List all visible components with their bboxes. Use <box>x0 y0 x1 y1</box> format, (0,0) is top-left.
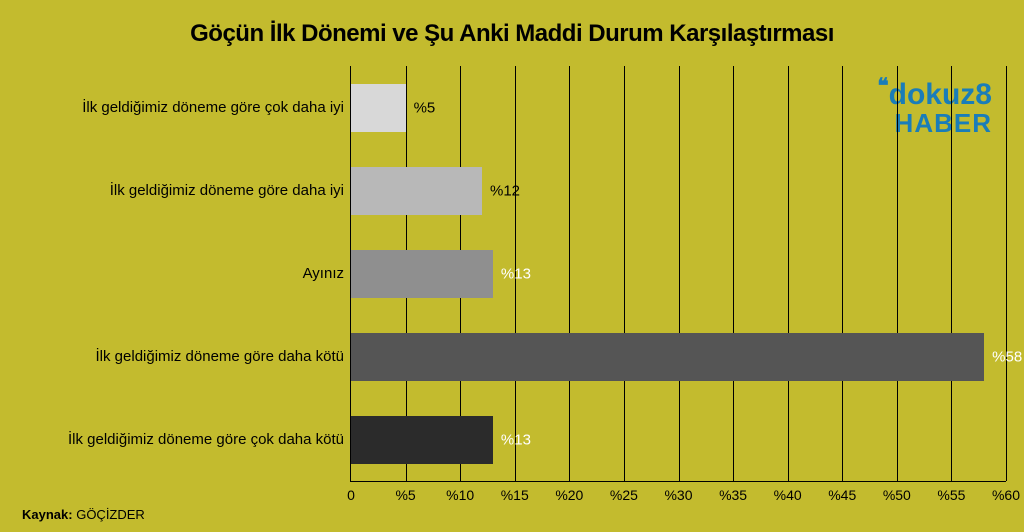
plot-area: İlk geldiğimiz döneme göre çok daha iyi İ… <box>0 66 1006 482</box>
x-origin-label: 0 <box>347 481 355 503</box>
chart-title: Göçün İlk Dönemi ve Şu Anki Maddi Durum … <box>0 20 1024 48</box>
chart-container: Göçün İlk Dönemi ve Şu Anki Maddi Durum … <box>0 0 1024 532</box>
x-tick-label: %35 <box>719 481 747 503</box>
category-label: İlk geldiğimiz döneme göre çok daha kötü <box>4 431 344 449</box>
x-tick-label: %45 <box>828 481 856 503</box>
source-value: GÖÇİZDER <box>76 507 145 522</box>
x-tick-label: %40 <box>774 481 802 503</box>
source-label: Kaynak: <box>22 507 73 522</box>
bar: %5 <box>351 84 406 132</box>
bar-value-label: %58 <box>984 348 1022 365</box>
bar: %58 <box>351 333 984 381</box>
x-tick-label: %5 <box>395 481 415 503</box>
x-tick-label: %20 <box>555 481 583 503</box>
gridline <box>733 66 734 481</box>
x-tick-label: %55 <box>937 481 965 503</box>
bar: %13 <box>351 416 493 464</box>
bar-value-label: %13 <box>493 431 531 448</box>
x-tick-label: %30 <box>664 481 692 503</box>
gridline <box>842 66 843 481</box>
y-axis-labels: İlk geldiğimiz döneme göre çok daha iyi İ… <box>0 66 350 482</box>
bar: %12 <box>351 167 482 215</box>
gridline <box>951 66 952 481</box>
category-label: Ayınız <box>4 265 344 283</box>
bar-value-label: %5 <box>406 99 436 116</box>
category-label: İlk geldiğimiz döneme göre çok daha iyi <box>4 99 344 117</box>
x-tick-label: %15 <box>501 481 529 503</box>
bar: %13 <box>351 250 493 298</box>
x-tick-label: %10 <box>446 481 474 503</box>
bar-value-label: %12 <box>482 182 520 199</box>
x-tick-label: %25 <box>610 481 638 503</box>
category-label: İlk geldiğimiz döneme göre daha iyi <box>4 182 344 200</box>
gridline <box>897 66 898 481</box>
bar-value-label: %13 <box>493 265 531 282</box>
category-label: İlk geldiğimiz döneme göre daha kötü <box>4 348 344 366</box>
gridline <box>788 66 789 481</box>
gridline <box>679 66 680 481</box>
gridline <box>1006 66 1007 481</box>
gridline <box>569 66 570 481</box>
bars-region: 0 %5%10%15%20%25%30%35%40%45%50%55%60%5%… <box>350 66 1006 482</box>
source-line: Kaynak: GÖÇİZDER <box>22 507 145 522</box>
gridline <box>624 66 625 481</box>
x-tick-label: %60 <box>992 481 1020 503</box>
x-tick-label: %50 <box>883 481 911 503</box>
